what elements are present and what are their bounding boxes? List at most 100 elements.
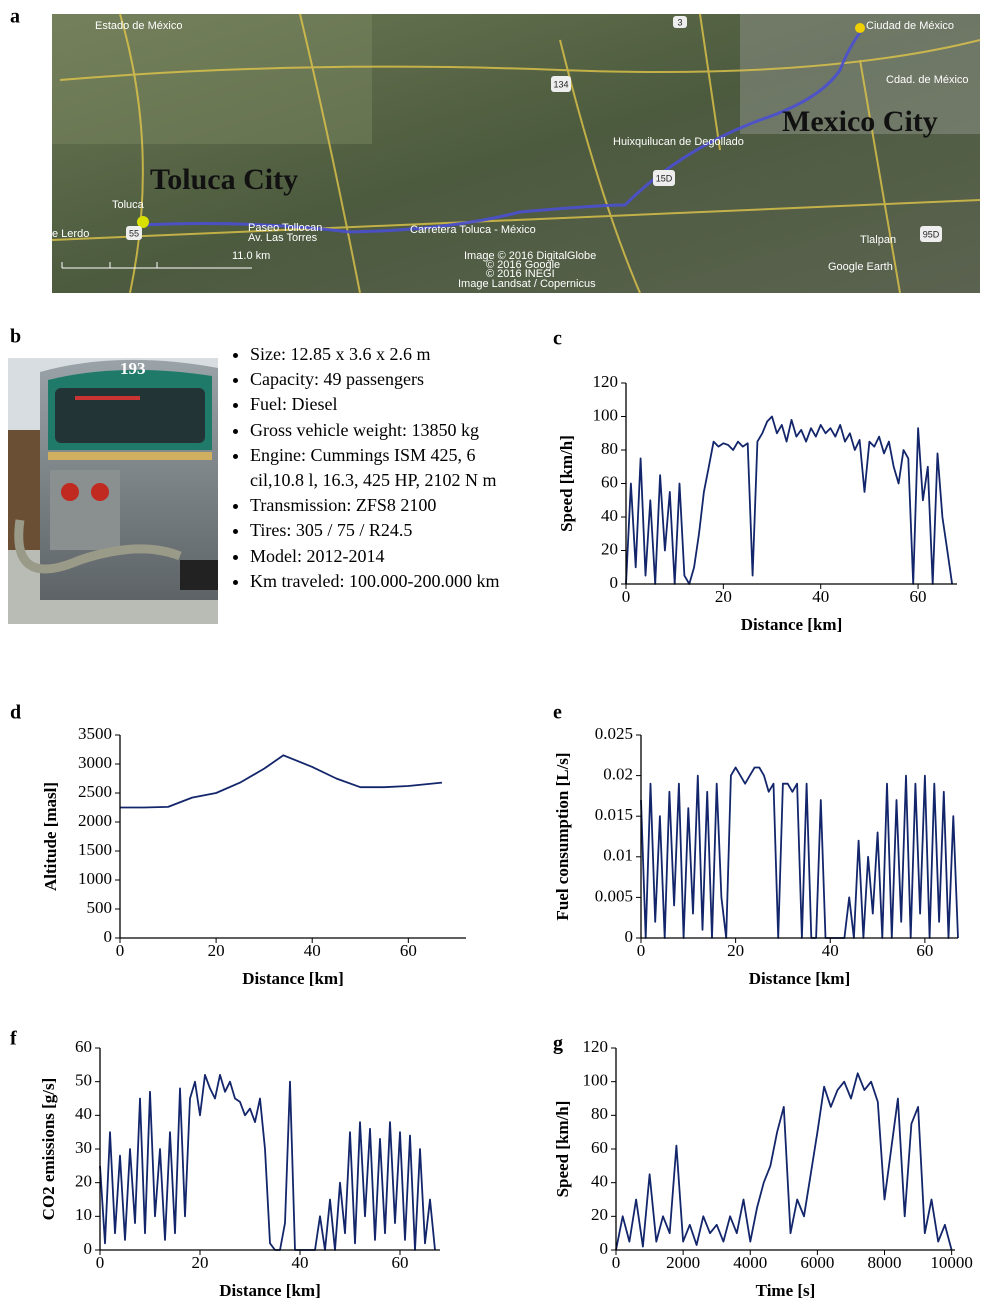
x-axis-title: Distance [km]	[749, 969, 851, 988]
y-tick-label: 20	[601, 539, 618, 558]
y-tick-label: 60	[601, 472, 618, 491]
x-axis-title: Distance [km]	[242, 969, 344, 988]
y-tick-label: 100	[583, 1071, 609, 1090]
y-tick-label: 2500	[78, 782, 112, 801]
x-tick-label: 40	[812, 587, 829, 606]
y-tick-label: 30	[75, 1138, 92, 1157]
road-shield: 134	[553, 79, 568, 89]
map-label: Ciudad de México	[866, 20, 954, 32]
spec-list: Size: 12.85 x 3.6 x 2.6 mCapacity: 49 pa…	[230, 342, 518, 594]
bus-photo: 193	[8, 358, 218, 624]
data-line	[641, 768, 958, 939]
x-tick-label: 20	[208, 941, 225, 960]
y-tick-label: 60	[591, 1138, 608, 1157]
map-label: Toluca	[112, 199, 145, 211]
x-tick-label: 0	[612, 1253, 621, 1272]
x-axis-title: Time [s]	[756, 1281, 816, 1300]
x-tick-label: 0	[637, 941, 646, 960]
data-line	[100, 1075, 435, 1250]
x-tick-label: 20	[727, 941, 744, 960]
x-tick-label: 10000	[930, 1253, 973, 1272]
map-label: Tlalpan	[860, 234, 896, 246]
y-tick-label: 1000	[78, 869, 112, 888]
x-tick-label: 40	[822, 941, 839, 960]
x-tick-label: 20	[715, 587, 732, 606]
spec-item: Engine: Cummings ISM 425, 6 cil,10.8 l, …	[250, 443, 518, 493]
y-tick-label: 20	[591, 1205, 608, 1224]
road-shield: 3	[677, 17, 682, 27]
spec-item: Km traveled: 100.000-200.000 km	[250, 569, 518, 594]
y-tick-label: 3500	[78, 724, 112, 743]
y-axis-title: Speed [km/h]	[553, 1101, 572, 1198]
page: a Estado de México Ciudad de México Cdad…	[0, 0, 982, 1309]
y-tick-label: 3000	[78, 753, 112, 772]
map-label: Carretera Toluca - México	[410, 224, 536, 236]
y-tick-label: 2000	[78, 811, 112, 830]
road-shield: 55	[129, 228, 139, 238]
spec-item: Capacity: 49 passengers	[250, 367, 518, 392]
y-axis-title: Speed [km/h]	[557, 435, 576, 532]
y-tick-label: 500	[87, 898, 113, 917]
y-tick-label: 0.02	[603, 765, 633, 784]
panel-label: e	[553, 702, 562, 724]
y-tick-label: 120	[593, 372, 619, 391]
spec-item: Fuel: Diesel	[250, 392, 518, 417]
x-tick-label: 60	[910, 587, 927, 606]
x-tick-label: 2000	[666, 1253, 700, 1272]
y-tick-label: 0.015	[595, 805, 633, 824]
map-label: Huixquilucan de Degollado	[613, 136, 744, 148]
y-tick-label: 0	[104, 927, 113, 946]
y-tick-label: 0	[84, 1239, 93, 1258]
data-line	[626, 417, 952, 585]
y-tick-label: 0	[610, 573, 619, 592]
map-label: Google Earth	[828, 261, 893, 273]
panel-label: c	[553, 328, 562, 350]
map: Estado de México Ciudad de México Cdad. …	[52, 14, 980, 293]
figure: a Estado de México Ciudad de México Cdad…	[0, 0, 982, 1309]
y-tick-label: 1500	[78, 840, 112, 859]
data-line	[616, 1073, 952, 1250]
map-label: Estado de México	[95, 20, 182, 32]
panel-label: a	[10, 6, 20, 28]
y-axis-title: CO2 emissions [g/s]	[39, 1078, 58, 1221]
panel-label: b	[10, 326, 21, 348]
map-label: Toluca City	[150, 163, 298, 196]
spec-item: Transmission: ZFS8 2100	[250, 493, 518, 518]
x-tick-label: 8000	[868, 1253, 902, 1272]
x-tick-label: 0	[622, 587, 631, 606]
y-tick-label: 60	[75, 1037, 92, 1056]
x-tick-label: 60	[916, 941, 933, 960]
y-axis-title: Fuel consumption [L/s]	[553, 752, 572, 920]
panel-label: d	[10, 702, 21, 724]
x-tick-label: 60	[392, 1253, 409, 1272]
x-tick-label: 6000	[800, 1253, 834, 1272]
road-shield: 15D	[656, 173, 673, 183]
x-tick-label: 0	[116, 941, 125, 960]
map-label: 11.0 km	[232, 250, 270, 262]
map-label: Image Landsat / Copernicus	[458, 278, 596, 290]
y-tick-label: 0.005	[595, 886, 633, 905]
map-label: e Lerdo	[52, 228, 89, 240]
y-tick-label: 40	[601, 506, 618, 525]
map-label: Mexico City	[782, 105, 938, 138]
spec-item: Model: 2012-2014	[250, 544, 518, 569]
y-tick-label: 0	[600, 1239, 609, 1258]
panel-label: g	[553, 1033, 563, 1055]
y-tick-label: 40	[591, 1172, 608, 1191]
y-tick-label: 0	[625, 927, 634, 946]
panel-label: f	[10, 1028, 17, 1050]
x-axis-title: Distance [km]	[741, 615, 843, 634]
spec-item: Gross vehicle weight: 13850 kg	[250, 418, 518, 443]
y-tick-label: 120	[583, 1037, 609, 1056]
x-tick-label: 60	[400, 941, 417, 960]
y-tick-label: 10	[75, 1205, 92, 1224]
spec-item: Tires: 305 / 75 / R24.5	[250, 518, 518, 543]
y-tick-label: 50	[75, 1071, 92, 1090]
y-tick-label: 80	[601, 439, 618, 458]
x-tick-label: 40	[292, 1253, 309, 1272]
data-line	[120, 755, 442, 807]
x-tick-label: 40	[304, 941, 321, 960]
y-tick-label: 100	[593, 405, 619, 424]
photo-number: 193	[120, 359, 146, 378]
x-tick-label: 4000	[733, 1253, 767, 1272]
